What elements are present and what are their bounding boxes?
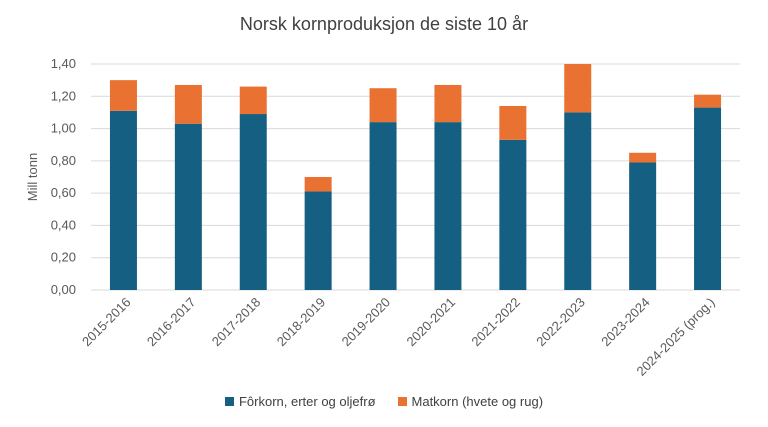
bar-matkorn bbox=[239, 86, 267, 115]
y-tick-label: 0,00 bbox=[51, 282, 76, 297]
x-tick-label: 2021-2022 bbox=[468, 295, 523, 350]
legend-item-matkorn: Matkorn (hvete og rug) bbox=[397, 394, 544, 409]
bar-forkorn bbox=[434, 122, 462, 290]
y-tick-label: 0,80 bbox=[51, 153, 76, 168]
bar-matkorn bbox=[629, 152, 657, 163]
bar-matkorn bbox=[369, 88, 397, 123]
bar-forkorn bbox=[174, 123, 202, 290]
x-tick-label: 2016-2017 bbox=[144, 295, 199, 350]
bar-forkorn bbox=[109, 110, 137, 290]
legend-item-forkorn: Fôrkorn, erter og oljefrø bbox=[224, 394, 376, 409]
bar-chart: 0,00 0,20 0,40 0,60 0,80 1,00 1,20 1,40 2015-20… bbox=[25, 56, 740, 379]
bar-forkorn bbox=[499, 139, 527, 290]
y-axis-label: Mill tonn bbox=[25, 153, 40, 201]
bar-matkorn bbox=[434, 84, 462, 123]
bar-forkorn bbox=[239, 114, 267, 291]
y-tick-label: 0,20 bbox=[51, 250, 76, 265]
x-tick-label: 2018-2019 bbox=[274, 295, 329, 350]
bar-matkorn bbox=[304, 177, 332, 192]
bar-matkorn bbox=[174, 84, 202, 124]
y-tick-label: 0,40 bbox=[51, 217, 76, 232]
legend-label-forkorn: Fôrkorn, erter og oljefrø bbox=[238, 394, 376, 409]
y-tick-label: 1,00 bbox=[51, 121, 76, 136]
x-tick-label: 2017-2018 bbox=[209, 295, 264, 350]
bar-matkorn bbox=[694, 94, 722, 108]
y-tick-label: 1,40 bbox=[51, 56, 76, 71]
legend: Fôrkorn, erter og oljefrø Matkorn (hvete… bbox=[0, 394, 768, 409]
bar-matkorn bbox=[499, 105, 527, 140]
bar-forkorn bbox=[629, 162, 657, 290]
x-tick-label: 2015-2016 bbox=[79, 295, 134, 350]
x-tick-label: 2020-2021 bbox=[404, 295, 459, 350]
bar-forkorn bbox=[304, 191, 332, 290]
chart-title: Norsk kornproduksjon de siste 10 år bbox=[239, 14, 529, 34]
bar-forkorn bbox=[694, 107, 722, 290]
bar-forkorn bbox=[564, 112, 592, 290]
legend-swatch-forkorn bbox=[224, 397, 234, 406]
y-tick-label: 0,60 bbox=[51, 185, 76, 200]
x-tick-label: 2023-2024 bbox=[598, 295, 653, 350]
legend-swatch-matkorn bbox=[397, 397, 407, 406]
y-tick-label: 1,20 bbox=[51, 88, 76, 103]
bar-forkorn bbox=[369, 122, 397, 290]
y-tick-labels: 0,00 0,20 0,40 0,60 0,80 1,00 1,20 1,40 bbox=[51, 56, 76, 297]
bars bbox=[109, 64, 722, 291]
x-tick-label: 2022-2023 bbox=[533, 295, 588, 350]
bar-matkorn bbox=[564, 64, 592, 113]
legend-label-matkorn: Matkorn (hvete og rug) bbox=[411, 394, 544, 409]
bar-matkorn bbox=[109, 80, 137, 111]
x-tick-labels: 2015-2016 2016-2017 2017-2018 2018-2019 2019… bbox=[79, 295, 718, 379]
x-tick-label: 2019-2020 bbox=[339, 295, 394, 350]
